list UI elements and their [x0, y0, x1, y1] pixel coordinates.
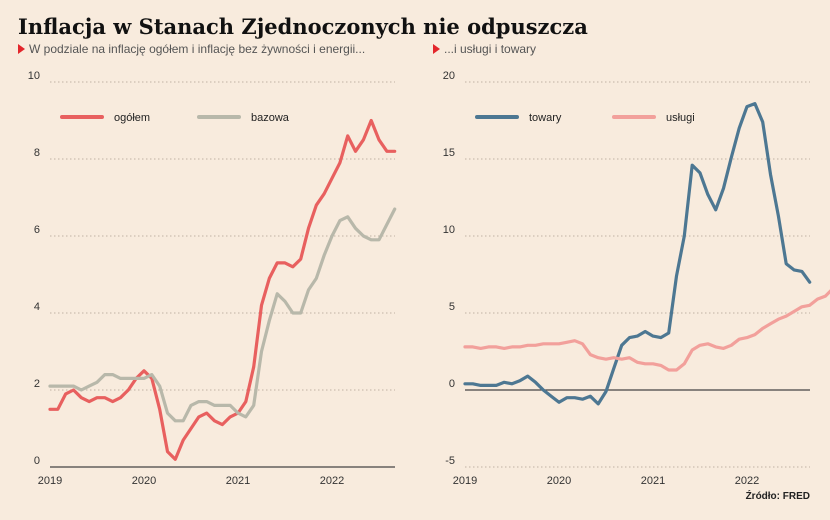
chart-2-legend-label-1: towary: [529, 112, 562, 124]
subtitle-left-text: W podziale na inflację ogółem i inflację…: [29, 42, 366, 56]
subtitle-right-text: ...i usługi i towary: [444, 42, 537, 56]
chart-2-y-tick-label: -5: [445, 455, 455, 467]
chart-1-y-tick-label: 6: [34, 224, 40, 236]
chart-1-x-tick-label: 2021: [226, 475, 250, 487]
triangle-marker-icon: [18, 44, 25, 54]
chart-1-series-line-1: [48, 118, 397, 461]
chart-1-x-tick-label: 2020: [132, 475, 156, 487]
chart-1-x-tick-label: 2019: [38, 475, 62, 487]
chart-1-legend-label-1: ogółem: [114, 112, 150, 124]
chart-2-series-line-2: [463, 289, 830, 372]
chart-2-series-line-1: [463, 101, 812, 406]
chart-1-series-line-2: [48, 207, 397, 423]
chart-1-y-tick-label: 8: [34, 147, 40, 159]
chart-1-y-tick-label: 10: [28, 70, 40, 82]
chart-2-x-tick-label: 2020: [547, 475, 571, 487]
chart-2-y-tick-label: 5: [449, 301, 455, 313]
chart-2-x-tick-label: 2021: [641, 475, 665, 487]
chart-1-legend-label-2: bazowa: [251, 112, 290, 124]
chart-2-x-tick-label: 2019: [453, 475, 477, 487]
chart-1-y-tick-label: 0: [34, 455, 40, 467]
chart-2-y-tick-label: 0: [449, 378, 455, 390]
chart-2-legend-label-2: usługi: [666, 112, 695, 124]
triangle-marker-icon: [433, 44, 440, 54]
chart-1-x-tick-label: 2022: [320, 475, 344, 487]
source-note: Źródło: FRED: [745, 491, 810, 502]
chart-2-y-tick-label: 15: [443, 147, 455, 159]
chart-2-y-tick-label: 20: [443, 70, 455, 82]
subtitle-left: W podziale na inflację ogółem i inflację…: [18, 42, 365, 56]
chart-2-x-tick-label: 2022: [735, 475, 759, 487]
subtitle-right: ...i usługi i towary: [433, 42, 536, 56]
chart-2-y-tick-label: 10: [443, 224, 455, 236]
chart-1-y-tick-label: 4: [34, 301, 40, 313]
page-title: Inflacja w Stanach Zjednoczonych nie odp…: [18, 14, 588, 39]
chart-1-y-tick-label: 2: [34, 378, 40, 390]
